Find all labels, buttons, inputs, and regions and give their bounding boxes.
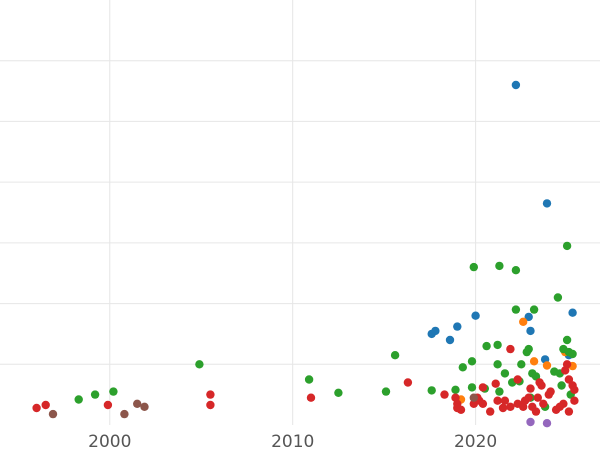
data-point-s2-19 [467, 357, 477, 366]
data-point-s2-34 [467, 383, 477, 392]
data-point-s2-21 [517, 360, 526, 369]
data-point-s4-0 [526, 417, 535, 427]
data-point-s0-5 [526, 326, 535, 336]
data-point-s2-5 [334, 388, 343, 397]
data-point-s3-7 [440, 390, 449, 399]
data-point-s0-8 [453, 322, 462, 331]
data-point-s3-38 [526, 384, 535, 393]
data-point-s2-9 [495, 261, 504, 271]
data-point-s3-41 [562, 360, 572, 369]
data-point-s5-4 [469, 393, 478, 402]
data-point-s1-1 [529, 357, 539, 366]
x-axis-ticks: 2000 2010 2020 [88, 432, 497, 450]
data-point-s3-30 [564, 375, 574, 384]
data-point-s3-0 [32, 403, 41, 413]
data-point-s2-18 [522, 347, 531, 357]
data-point-s3-23 [539, 399, 548, 408]
data-point-s2-1 [74, 395, 83, 404]
data-point-s5-2 [133, 399, 142, 408]
x-tick-label-2020: 2020 [454, 432, 497, 450]
data-point-s0-0 [511, 80, 521, 90]
data-point-s0-9 [445, 335, 455, 345]
data-point-s2-33 [451, 385, 460, 394]
data-point-s2-10 [511, 266, 521, 275]
data-point-s3-37 [506, 344, 515, 354]
gridlines [0, 0, 600, 425]
data-point-s3-44 [520, 396, 530, 405]
data-point-s3-34 [513, 375, 522, 384]
data-point-s2-25 [531, 372, 541, 381]
data-point-s3-2 [103, 400, 113, 410]
data-point-s3-40 [546, 387, 555, 396]
data-point-s2-32 [427, 386, 436, 395]
x-tick-label-2010: 2010 [271, 432, 314, 450]
data-point-s3-16 [500, 396, 510, 405]
data-point-s2-13 [511, 305, 521, 314]
data-point-s3-42 [453, 403, 462, 413]
x-tick-label-2000: 2000 [88, 432, 131, 450]
data-point-s3-45 [555, 402, 564, 411]
data-points [32, 80, 579, 428]
data-point-s3-5 [306, 393, 316, 402]
data-point-s0-4 [471, 311, 480, 320]
data-point-s2-20 [493, 360, 502, 369]
data-point-s2-16 [493, 340, 502, 350]
data-point-s3-1 [41, 400, 50, 410]
data-point-s3-4 [206, 400, 215, 410]
data-point-s2-12 [553, 293, 563, 302]
data-point-s2-15 [482, 341, 491, 351]
data-point-s3-46 [498, 403, 508, 413]
data-point-s3-36 [478, 383, 488, 392]
data-point-s3-3 [206, 390, 215, 399]
data-point-s2-7 [390, 351, 400, 360]
data-point-s2-0 [90, 390, 100, 399]
data-point-s2-8 [469, 262, 478, 272]
data-point-s3-39 [537, 381, 546, 390]
data-point-s4-1 [542, 419, 552, 428]
data-point-s0-3 [524, 312, 533, 322]
data-point-s3-22 [533, 393, 542, 402]
data-point-s3-6 [403, 378, 413, 387]
data-point-s3-14 [486, 407, 495, 416]
data-point-s3-35 [491, 379, 500, 388]
data-point-s3-27 [564, 407, 574, 416]
data-point-s2-14 [529, 305, 539, 314]
data-point-s2-28 [562, 335, 572, 345]
data-point-s2-39 [557, 381, 566, 390]
data-point-s2-4 [304, 375, 314, 384]
data-point-s3-13 [478, 399, 488, 408]
data-point-s3-17 [506, 402, 515, 411]
data-point-s5-3 [140, 402, 149, 411]
data-point-s0-1 [542, 199, 552, 208]
data-point-s3-15 [493, 396, 502, 405]
data-point-s2-11 [562, 241, 572, 251]
data-point-s2-3 [195, 360, 204, 369]
data-point-s2-36 [495, 387, 504, 396]
data-point-s5-0 [48, 409, 58, 419]
data-point-s3-28 [570, 396, 579, 405]
data-point-s1-2 [542, 361, 552, 370]
data-point-s5-1 [120, 409, 129, 419]
data-point-s0-7 [431, 326, 440, 336]
data-point-s1-0 [519, 317, 528, 326]
data-point-s2-23 [500, 369, 510, 378]
data-point-s2-6 [381, 387, 391, 396]
data-point-s2-22 [458, 363, 467, 372]
data-point-s3-47 [531, 407, 541, 416]
data-point-s2-31 [568, 349, 577, 359]
data-point-s0-2 [568, 308, 577, 317]
data-point-s3-32 [570, 385, 579, 394]
data-point-s2-2 [109, 387, 118, 396]
